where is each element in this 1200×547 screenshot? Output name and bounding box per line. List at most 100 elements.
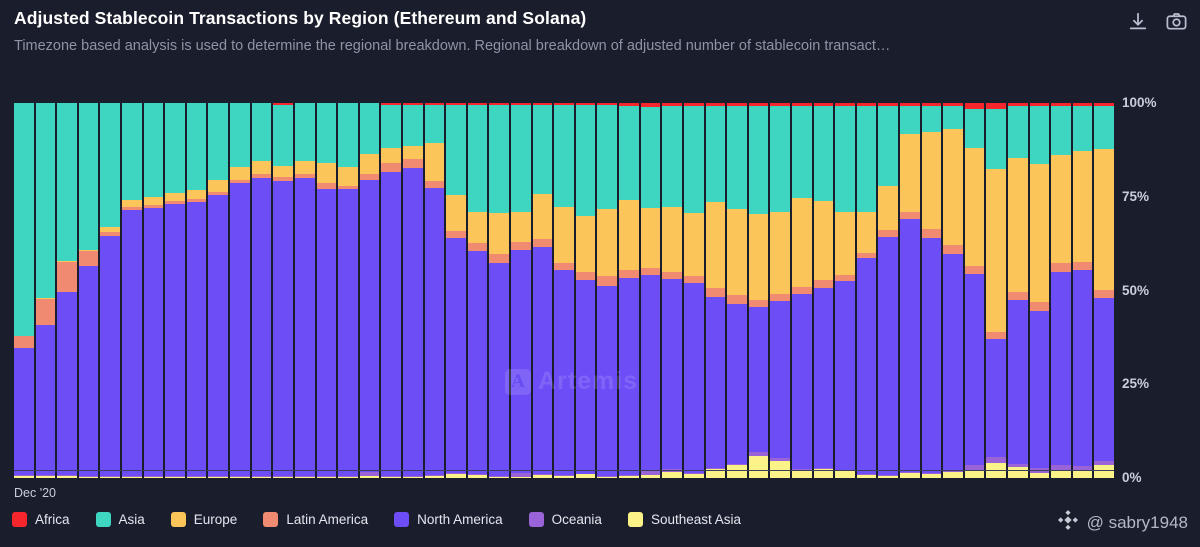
- legend-item-africa[interactable]: Africa: [12, 512, 70, 527]
- legend-label: Africa: [35, 512, 70, 527]
- bar-segment-north-america: [446, 237, 466, 473]
- table-row[interactable]: [878, 103, 898, 478]
- bar-segment-north-america: [359, 179, 380, 473]
- table-row[interactable]: [511, 103, 531, 478]
- table-row[interactable]: [705, 103, 726, 478]
- table-row[interactable]: [316, 103, 337, 478]
- table-row[interactable]: [921, 103, 942, 478]
- table-row[interactable]: [273, 103, 293, 478]
- bar-segment-southeast-asia: [122, 476, 142, 478]
- table-row[interactable]: [554, 103, 574, 478]
- bar-segment-southeast-asia: [619, 475, 639, 478]
- table-row[interactable]: [251, 103, 272, 478]
- bar-segment-europe: [273, 166, 293, 178]
- bar-segment-north-america: [662, 279, 682, 469]
- author-watermark: @ sabry1948: [1057, 509, 1188, 536]
- bar-segment-asia: [856, 106, 877, 212]
- bar-segment-oceania: [122, 476, 142, 477]
- table-row[interactable]: [662, 103, 682, 478]
- table-row[interactable]: [338, 103, 358, 478]
- table-row[interactable]: [1008, 103, 1028, 478]
- legend-item-europe[interactable]: Europe: [170, 512, 237, 527]
- table-row[interactable]: [856, 103, 877, 478]
- bar-segment-africa: [597, 103, 618, 106]
- bar-segment-africa: [424, 103, 445, 106]
- bar-segment-latin-america: [424, 180, 445, 189]
- bar-segment-oceania: [683, 472, 704, 474]
- table-row[interactable]: [424, 103, 445, 478]
- table-row[interactable]: [813, 103, 834, 478]
- table-row[interactable]: [78, 103, 99, 478]
- bar-segment-north-america: [921, 238, 942, 473]
- table-row[interactable]: [57, 103, 77, 478]
- table-row[interactable]: [727, 103, 747, 478]
- table-row[interactable]: [402, 103, 423, 478]
- table-row[interactable]: [467, 103, 488, 478]
- bar-segment-asia: [640, 107, 661, 209]
- table-row[interactable]: [294, 103, 315, 478]
- legend-item-asia[interactable]: Asia: [95, 512, 145, 527]
- bar-segment-southeast-asia: [294, 476, 315, 478]
- table-row[interactable]: [359, 103, 380, 478]
- table-row[interactable]: [1072, 103, 1093, 478]
- table-row[interactable]: [1029, 103, 1050, 478]
- table-row[interactable]: [640, 103, 661, 478]
- download-icon[interactable]: [1127, 11, 1149, 33]
- table-row[interactable]: [597, 103, 618, 478]
- bar-segment-latin-america: [446, 230, 466, 238]
- bar-segment-africa: [899, 103, 920, 107]
- table-row[interactable]: [381, 103, 401, 478]
- table-row[interactable]: [489, 103, 510, 478]
- table-row[interactable]: [964, 103, 985, 478]
- bar-segment-north-america: [78, 266, 99, 477]
- table-row[interactable]: [748, 103, 769, 478]
- table-row[interactable]: [575, 103, 596, 478]
- table-row[interactable]: [446, 103, 466, 478]
- bar-segment-north-america: [856, 258, 877, 474]
- legend-item-oceania[interactable]: Oceania: [528, 512, 602, 527]
- bar-segment-southeast-asia: [316, 476, 337, 478]
- legend-item-latin-america[interactable]: Latin America: [263, 512, 368, 527]
- table-row[interactable]: [791, 103, 812, 478]
- table-row[interactable]: [100, 103, 121, 478]
- bar-segment-north-america: [316, 188, 337, 476]
- table-row[interactable]: [986, 103, 1007, 478]
- table-row[interactable]: [899, 103, 920, 478]
- table-row[interactable]: [122, 103, 142, 478]
- bar-segment-latin-america: [835, 275, 855, 281]
- bar-segment-latin-america: [986, 331, 1007, 340]
- bar-segment-africa: [381, 103, 401, 106]
- table-row[interactable]: [683, 103, 704, 478]
- bar-segment-europe: [402, 145, 423, 159]
- table-row[interactable]: [186, 103, 207, 478]
- bar-segment-north-america: [748, 307, 769, 453]
- legend-item-southeast-asia[interactable]: Southeast Asia: [627, 512, 741, 527]
- table-row[interactable]: [770, 103, 790, 478]
- bar-segment-europe: [683, 213, 704, 277]
- table-row[interactable]: [230, 103, 250, 478]
- camera-icon[interactable]: [1165, 10, 1188, 33]
- chart-plot-area[interactable]: A Artemis: [0, 95, 1200, 487]
- legend-item-north-america[interactable]: North America: [394, 512, 503, 527]
- bar-segment-latin-america: [921, 229, 942, 239]
- table-row[interactable]: [208, 103, 229, 478]
- table-row[interactable]: [14, 103, 34, 478]
- bar-segment-asia: [208, 103, 229, 181]
- bar-segment-europe: [165, 193, 185, 201]
- table-row[interactable]: [532, 103, 553, 478]
- table-row[interactable]: [165, 103, 185, 478]
- bar-segment-north-america: [381, 171, 401, 476]
- bar-segment-asia: [186, 103, 207, 190]
- table-row[interactable]: [835, 103, 855, 478]
- bar-segment-africa: [511, 103, 531, 106]
- table-row[interactable]: [1094, 103, 1115, 478]
- table-row[interactable]: [619, 103, 639, 478]
- bar-segment-africa: [964, 103, 985, 109]
- table-row[interactable]: [943, 103, 963, 478]
- bar-segment-oceania: [813, 467, 834, 469]
- bar-segment-north-america: [619, 277, 639, 476]
- bar-segment-asia: [143, 103, 164, 198]
- table-row[interactable]: [35, 103, 56, 478]
- table-row[interactable]: [1051, 103, 1071, 478]
- table-row[interactable]: [143, 103, 164, 478]
